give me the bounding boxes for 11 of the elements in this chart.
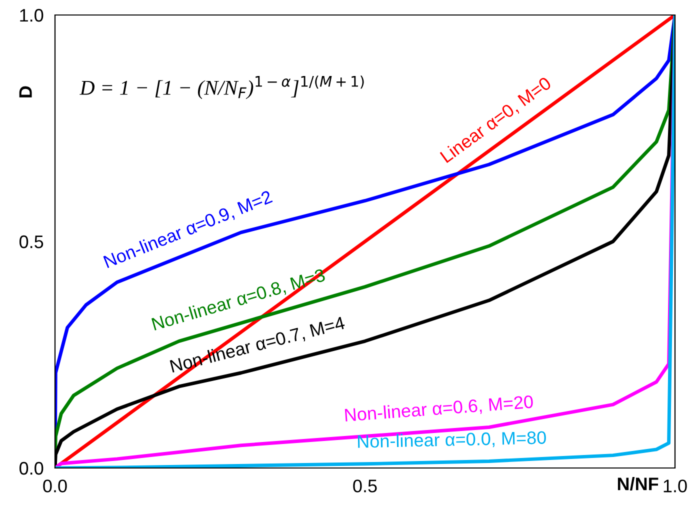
- y-tick-label: 0.5: [19, 235, 44, 248]
- series-label: Non-linear α=0.6, M=20: [344, 394, 534, 424]
- x-tick-label: 1.0: [664, 480, 687, 492]
- x-tick-label: 0.0: [43, 480, 67, 492]
- y-tick-label: 0.0: [19, 462, 44, 475]
- x-axis-title: N/NF: [618, 477, 658, 491]
- series-label: Non-linear α=0.0, M=80: [358, 430, 546, 450]
- annotation: D = 1 − [1 − (N/N$_{F}$)$^{1−α}$]$^{1/(M+1)}$: [80, 76, 364, 100]
- y-tick-label: 1.0: [20, 8, 44, 22]
- y-axis-title: D: [19, 86, 32, 98]
- x-tick-label: 0.5: [353, 480, 377, 492]
